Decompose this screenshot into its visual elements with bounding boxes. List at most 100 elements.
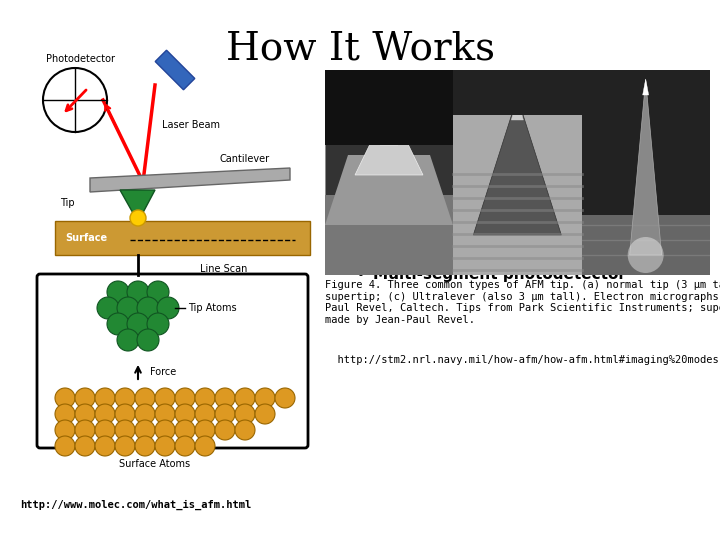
Circle shape	[75, 404, 95, 424]
Circle shape	[147, 281, 169, 303]
Text: Tip Atoms: Tip Atoms	[188, 303, 237, 313]
Text: Surface Atoms: Surface Atoms	[120, 459, 191, 469]
Polygon shape	[156, 50, 195, 90]
Bar	[454, 70, 582, 275]
Bar	[582, 70, 710, 275]
Polygon shape	[643, 79, 649, 95]
Circle shape	[75, 388, 95, 408]
Circle shape	[55, 388, 75, 408]
Text: Surface: Surface	[373, 192, 438, 206]
Polygon shape	[473, 97, 562, 235]
Circle shape	[175, 404, 195, 424]
Circle shape	[137, 329, 159, 351]
Circle shape	[95, 388, 115, 408]
Text: How It Works: How It Works	[225, 30, 495, 67]
Text: •: •	[355, 190, 365, 208]
Bar	[582, 70, 710, 275]
Circle shape	[75, 420, 95, 440]
Circle shape	[55, 436, 75, 456]
Circle shape	[135, 404, 155, 424]
Text: Line Scan: Line Scan	[200, 264, 248, 274]
Circle shape	[215, 420, 235, 440]
Circle shape	[155, 436, 175, 456]
Circle shape	[155, 388, 175, 408]
Circle shape	[195, 404, 215, 424]
Text: Multi-segment photodetector: Multi-segment photodetector	[373, 267, 626, 282]
Polygon shape	[120, 190, 155, 222]
Circle shape	[195, 436, 215, 456]
Bar	[454, 70, 582, 115]
Circle shape	[135, 436, 155, 456]
FancyBboxPatch shape	[55, 221, 310, 255]
Circle shape	[127, 281, 149, 303]
Text: •: •	[355, 114, 365, 132]
Circle shape	[115, 388, 135, 408]
Circle shape	[115, 436, 135, 456]
Text: •: •	[355, 76, 365, 94]
Polygon shape	[90, 168, 290, 192]
Bar	[454, 70, 582, 275]
Circle shape	[97, 297, 119, 319]
Text: Laser: Laser	[373, 230, 420, 245]
Circle shape	[155, 420, 175, 440]
Circle shape	[117, 329, 139, 351]
Text: •: •	[355, 152, 365, 170]
Circle shape	[117, 297, 139, 319]
Circle shape	[195, 420, 215, 440]
Polygon shape	[511, 97, 523, 120]
Circle shape	[107, 281, 129, 303]
Circle shape	[235, 420, 255, 440]
Text: Figure 4. Three common types of AFM tip. (a) normal tip (3 μm tall); (b)
superti: Figure 4. Three common types of AFM tip.…	[325, 280, 720, 325]
Text: Cantilever: Cantilever	[220, 154, 270, 164]
Circle shape	[195, 388, 215, 408]
Text: Surface: Surface	[65, 233, 107, 243]
Circle shape	[235, 388, 255, 408]
Circle shape	[175, 388, 195, 408]
Polygon shape	[630, 80, 662, 255]
Circle shape	[255, 404, 275, 424]
Polygon shape	[325, 195, 453, 275]
Circle shape	[255, 388, 275, 408]
Circle shape	[107, 313, 129, 335]
Text: Tip: Tip	[373, 153, 400, 168]
Polygon shape	[325, 70, 453, 145]
Circle shape	[147, 313, 169, 335]
Circle shape	[115, 420, 135, 440]
Circle shape	[175, 436, 195, 456]
Circle shape	[95, 436, 115, 456]
Text: Laser Beam: Laser Beam	[162, 120, 220, 130]
Text: http://stm2.nrl.navy.mil/how-afm/how-afm.html#imaging%20modes: http://stm2.nrl.navy.mil/how-afm/how-afm…	[325, 355, 719, 365]
Circle shape	[628, 237, 664, 273]
Circle shape	[135, 388, 155, 408]
Circle shape	[157, 297, 179, 319]
Text: Force: Force	[150, 367, 176, 377]
Circle shape	[55, 404, 75, 424]
Circle shape	[235, 404, 255, 424]
Circle shape	[127, 313, 149, 335]
Circle shape	[137, 297, 159, 319]
Polygon shape	[380, 105, 398, 145]
Circle shape	[135, 420, 155, 440]
Circle shape	[95, 404, 115, 424]
Text: Photodetector: Photodetector	[46, 54, 115, 64]
Circle shape	[275, 388, 295, 408]
Circle shape	[215, 388, 235, 408]
Polygon shape	[325, 155, 453, 225]
Text: Cantilever: Cantilever	[373, 116, 462, 131]
Circle shape	[155, 404, 175, 424]
Circle shape	[130, 210, 146, 226]
Text: •: •	[355, 228, 365, 246]
Circle shape	[215, 404, 235, 424]
Circle shape	[115, 404, 135, 424]
Text: •: •	[355, 266, 365, 284]
FancyBboxPatch shape	[37, 274, 308, 448]
Circle shape	[95, 420, 115, 440]
Circle shape	[75, 436, 95, 456]
Polygon shape	[582, 215, 710, 275]
Bar	[325, 70, 454, 275]
Polygon shape	[355, 105, 423, 175]
Text: Tip: Tip	[60, 198, 75, 208]
Circle shape	[175, 420, 195, 440]
Circle shape	[55, 420, 75, 440]
Text: Invented in 1986: Invented in 1986	[373, 78, 518, 92]
